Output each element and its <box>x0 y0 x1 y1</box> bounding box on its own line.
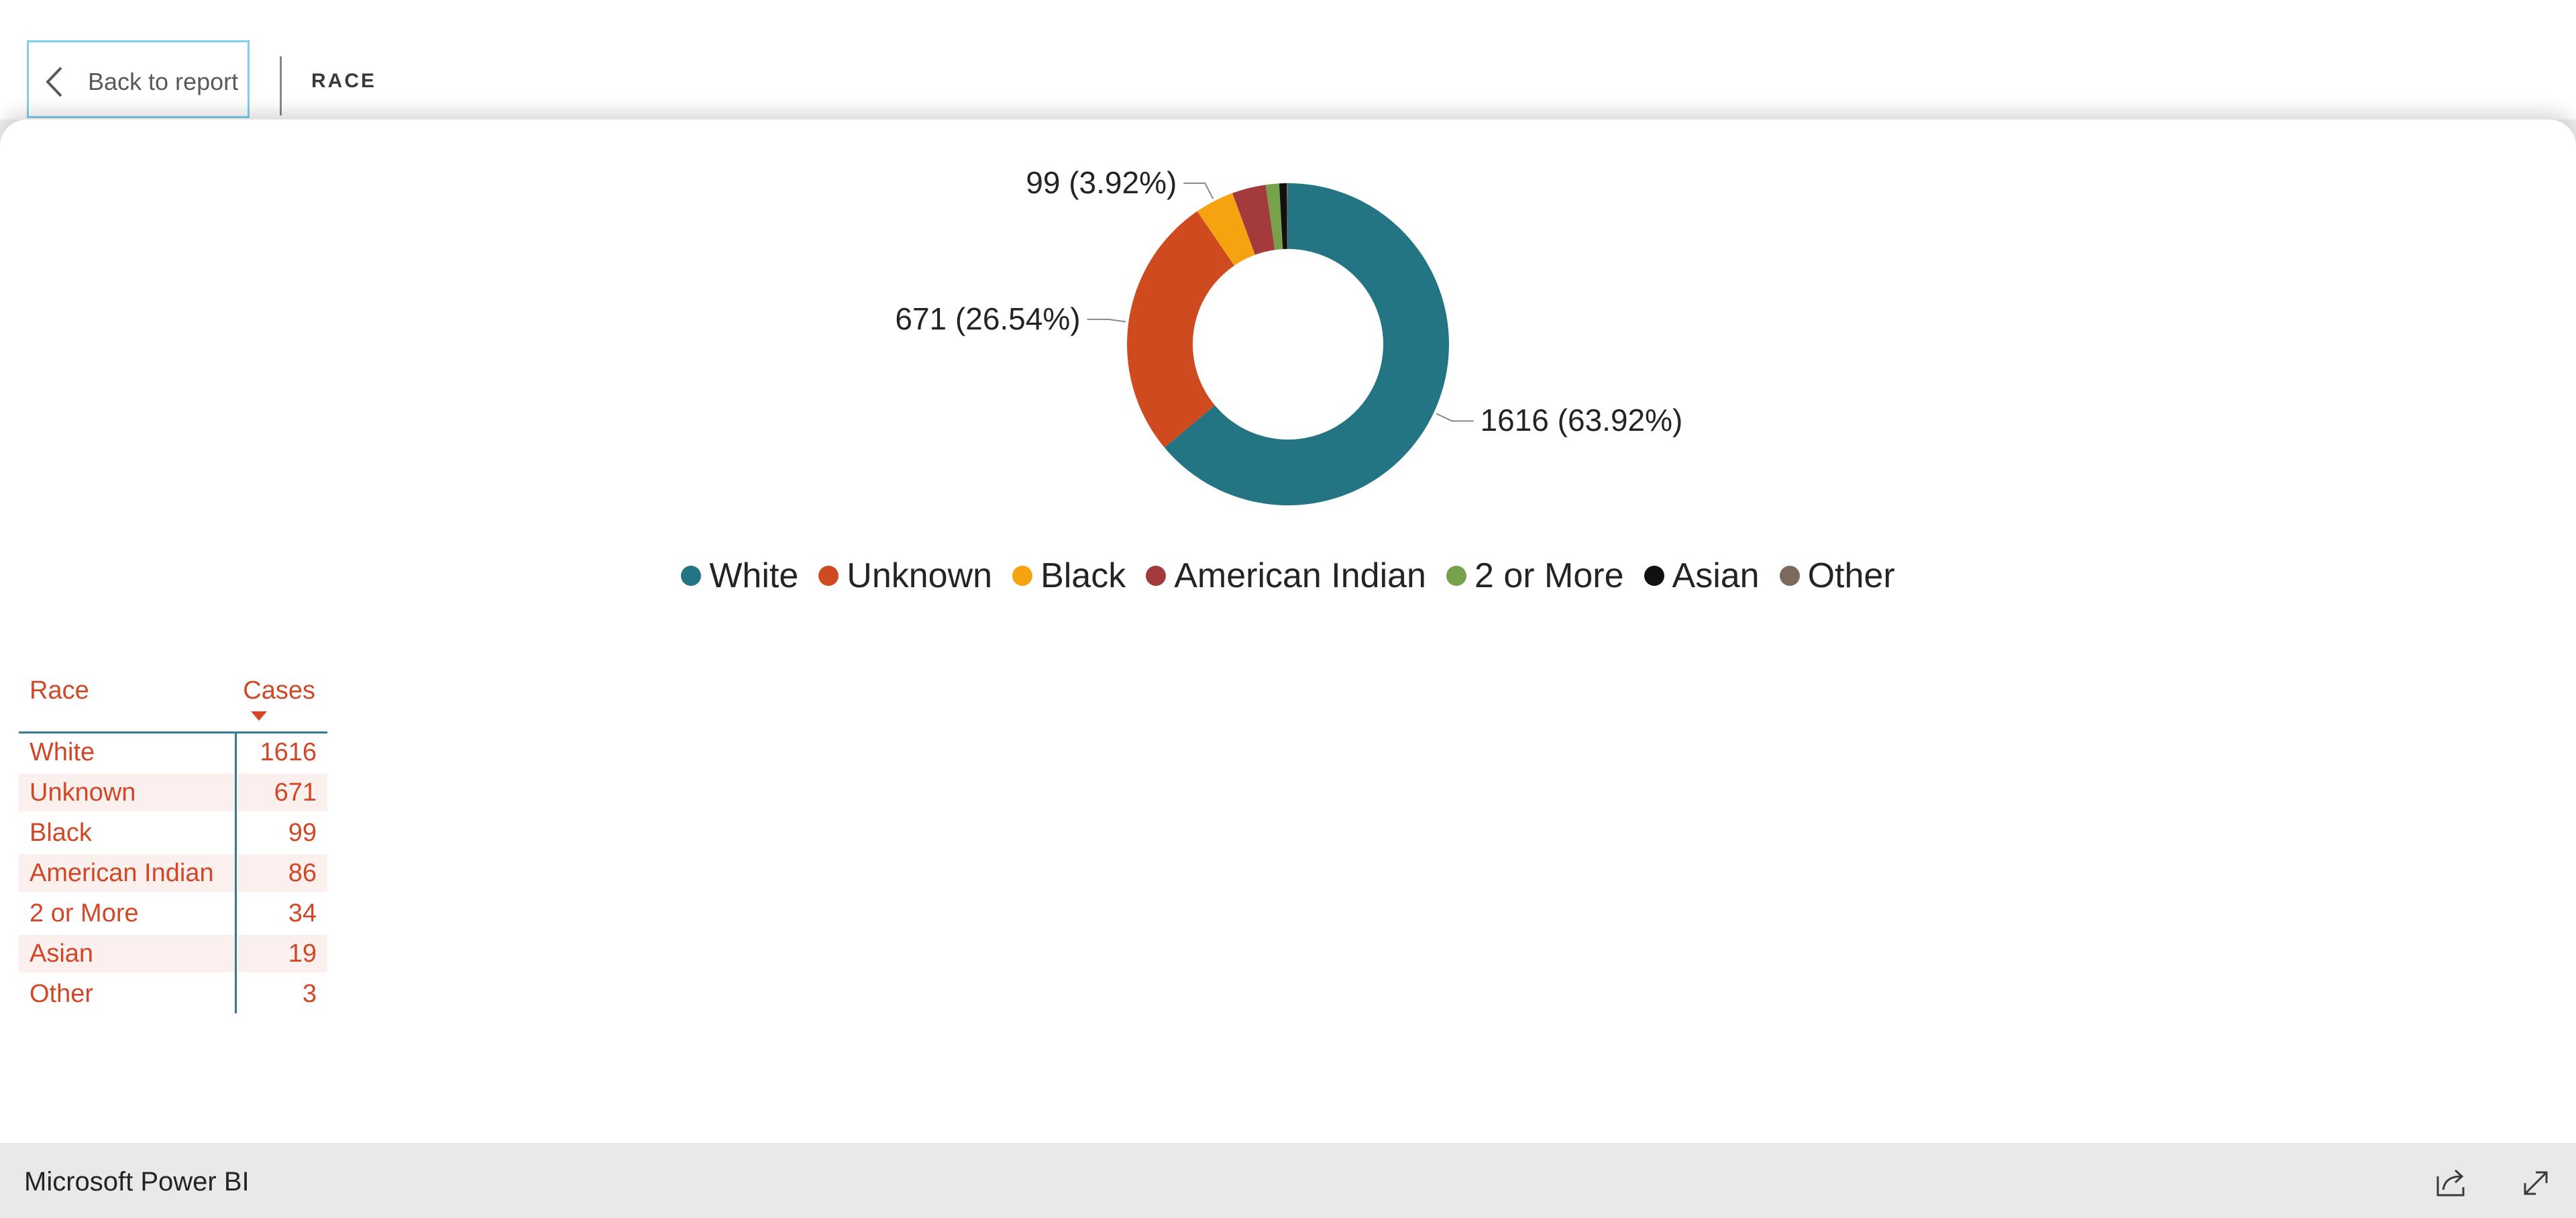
cell-cases: 86 <box>237 854 327 892</box>
visual-card: 1616 (63.92%) 671 (26.54%) 99 (3.92%) Whit… <box>0 119 2576 1143</box>
donut-slice-asian[interactable] <box>1279 183 1287 250</box>
cell-race: Other <box>30 980 94 1008</box>
cell-cases: 99 <box>288 819 317 847</box>
cell-cases: 34 <box>288 899 317 927</box>
legend-marker <box>681 566 702 586</box>
legend-label: Other <box>1807 556 1895 595</box>
legend-marker <box>1146 566 1167 586</box>
legend-label: 2 or More <box>1474 556 1624 595</box>
table-row[interactable]: 2 or More 34 <box>19 895 327 935</box>
donut-slice-american-indian[interactable] <box>1232 185 1275 255</box>
legend-marker <box>818 566 839 586</box>
legend-item-white[interactable]: White <box>681 556 798 596</box>
race-cases-table: Race Cases White 1616 Unknown 671 Black 99 Ame… <box>19 670 327 1015</box>
legend-label: White <box>709 556 799 595</box>
table-row[interactable]: Asian 19 <box>19 935 327 975</box>
table-row[interactable]: White 1616 <box>19 733 327 774</box>
legend-marker <box>1644 566 1664 586</box>
column-header-cases[interactable]: Cases <box>243 676 315 705</box>
legend-label: Asian <box>1672 556 1760 595</box>
legend-item-unknown[interactable]: Unknown <box>818 556 992 596</box>
leader-line-unknown <box>1087 318 1126 323</box>
column-header-race[interactable]: Race <box>30 676 89 705</box>
back-to-report-button[interactable]: Back to report <box>27 40 250 118</box>
back-to-report-label: Back to report <box>88 68 239 95</box>
table-row[interactable]: Unknown 671 <box>19 774 327 814</box>
legend-label: American Indian <box>1174 556 1426 595</box>
expand-icon[interactable] <box>2520 1167 2552 1199</box>
legend-item-american-indian[interactable]: American Indian <box>1146 556 1426 596</box>
table-header: Race Cases <box>19 670 327 733</box>
donut-slice-unknown[interactable] <box>1127 211 1234 448</box>
legend-label: Unknown <box>847 556 993 595</box>
cell-cases: 3 <box>302 980 317 1008</box>
header-bar: Back to report RACE <box>0 0 2576 119</box>
legend-item-other[interactable]: Other <box>1779 556 1895 596</box>
share-icon[interactable] <box>2434 1167 2469 1198</box>
data-label-white: 1616 (63.92%) <box>1480 403 1683 438</box>
cell-race: Black <box>30 819 92 847</box>
table-body: White 1616 Unknown 671 Black 99 American India… <box>19 733 327 1015</box>
legend-label: Black <box>1040 556 1126 595</box>
legend-item-black[interactable]: Black <box>1012 556 1126 596</box>
legend-marker <box>1779 566 1800 586</box>
brand-label: Microsoft Power BI <box>24 1167 250 1197</box>
table-row[interactable]: Other 3 <box>19 975 327 1015</box>
donut-slice-other[interactable] <box>1287 183 1288 250</box>
donut-slice-white[interactable] <box>1164 183 1449 505</box>
data-label-unknown: 671 (26.54%) <box>895 301 1081 336</box>
sort-descending-icon <box>251 711 267 721</box>
cell-cases: 1616 <box>260 738 317 766</box>
data-label-black: 99 (3.92%) <box>1026 165 1177 200</box>
donut-chart <box>1087 183 1474 505</box>
cell-race: Unknown <box>19 774 235 811</box>
page-title: RACE <box>311 70 377 92</box>
table-column-divider <box>235 731 237 1013</box>
cell-race: American Indian <box>19 854 235 892</box>
cell-cases: 19 <box>237 935 327 972</box>
donut-slice-2-or-more[interactable] <box>1265 183 1283 250</box>
header-divider <box>280 56 282 115</box>
cell-cases: 671 <box>237 774 327 811</box>
chart-legend: White Unknown Black American Indian 2 or Mor… <box>0 556 2576 596</box>
leader-line-white <box>1436 413 1474 422</box>
legend-item-2-or-more[interactable]: 2 or More <box>1446 556 1624 596</box>
cell-race: 2 or More <box>30 899 139 927</box>
legend-marker <box>1446 566 1466 586</box>
cell-race: White <box>30 738 95 766</box>
table-row[interactable]: American Indian 86 <box>19 854 327 895</box>
legend-item-asian[interactable]: Asian <box>1644 556 1760 596</box>
table-row[interactable]: Black 99 <box>19 814 327 854</box>
leader-line-black <box>1183 183 1214 199</box>
chevron-left-icon <box>46 66 62 97</box>
footer-bar: Microsoft Power BI <box>0 1143 2576 1218</box>
legend-marker <box>1012 566 1033 586</box>
cell-race: Asian <box>19 935 235 972</box>
donut-slice-black[interactable] <box>1197 193 1255 266</box>
